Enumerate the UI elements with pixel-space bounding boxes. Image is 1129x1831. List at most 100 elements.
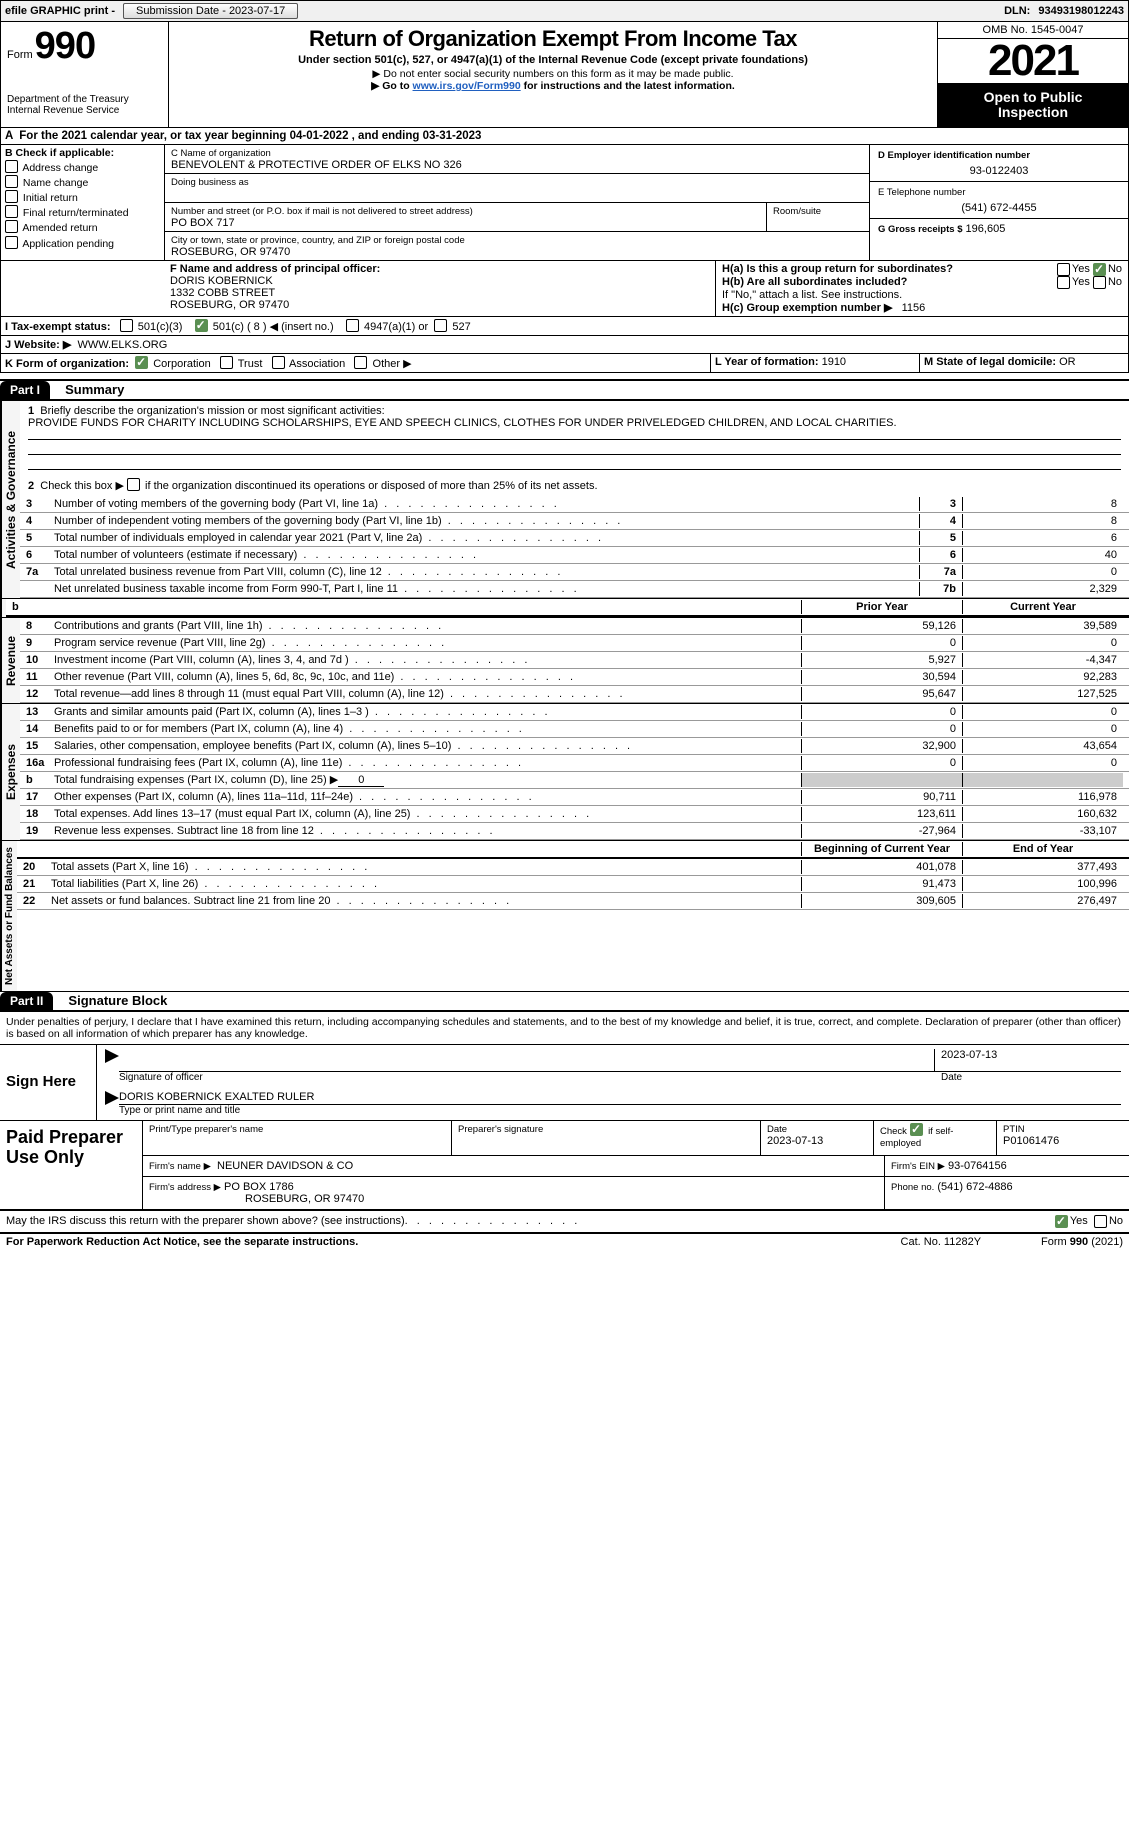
irs-link[interactable]: www.irs.gov/Form990 bbox=[413, 80, 521, 92]
form-sub3-pre: Go to bbox=[382, 80, 412, 92]
check-app-pending[interactable] bbox=[5, 236, 18, 249]
ptin-label: PTIN bbox=[1003, 1124, 1025, 1135]
addr-label: Number and street (or P.O. box if mail i… bbox=[171, 206, 473, 217]
dln-value: 93493198012243 bbox=[1038, 5, 1124, 17]
firm-name: NEUNER DAVIDSON & CO bbox=[217, 1160, 353, 1172]
footer-right: Form 990 (2021) bbox=[1041, 1236, 1123, 1248]
ha-yes[interactable] bbox=[1057, 263, 1070, 276]
sig-officer-label: Signature of officer bbox=[119, 1072, 935, 1083]
block-f-label: F Name and address of principal officer: bbox=[170, 263, 380, 275]
block-b-label: B Check if applicable: bbox=[5, 147, 114, 159]
hdr-end: End of Year bbox=[962, 842, 1123, 856]
prep-date-label: Date bbox=[767, 1124, 787, 1135]
check-initial-return[interactable] bbox=[5, 190, 18, 203]
submission-date-btn[interactable]: Submission Date - 2023-07-17 bbox=[123, 3, 298, 19]
check-address-change[interactable] bbox=[5, 160, 18, 173]
block-m-label: M State of legal domicile: bbox=[924, 356, 1056, 368]
part2-title: Signature Block bbox=[56, 993, 167, 1008]
part1-header: Part I bbox=[0, 381, 50, 399]
tab-rev-spacer bbox=[0, 599, 6, 617]
firm-addr-label: Firm's address ▶ bbox=[149, 1182, 221, 1193]
block-k-label: K Form of organization: bbox=[5, 358, 129, 370]
form-number: 990 bbox=[35, 26, 95, 68]
footer-left: For Paperwork Reduction Act Notice, see … bbox=[6, 1236, 358, 1248]
opt-name-change: Name change bbox=[23, 177, 88, 189]
i-501c[interactable] bbox=[195, 319, 208, 332]
block-i-label: I Tax-exempt status: bbox=[5, 321, 111, 333]
block-l-label: L Year of formation: bbox=[715, 356, 819, 368]
dept-treasury: Department of the Treasury Internal Reve… bbox=[7, 94, 162, 116]
firm-phone: (541) 672-4886 bbox=[937, 1181, 1012, 1193]
check-self-employed[interactable] bbox=[910, 1123, 923, 1136]
sig-arrow-1 bbox=[105, 1049, 119, 1063]
phone-value: (541) 672-4455 bbox=[878, 198, 1120, 214]
org-city: ROSEBURG, OR 97470 bbox=[171, 246, 290, 258]
form-sub3-post: for instructions and the latest informat… bbox=[521, 80, 735, 92]
year-formation: 1910 bbox=[822, 356, 846, 368]
group-exemption: 1156 bbox=[902, 302, 926, 314]
tab-expenses: Expenses bbox=[0, 704, 20, 840]
opt-app-pending: Application pending bbox=[22, 238, 114, 250]
sign-here-label: Sign Here bbox=[0, 1045, 97, 1120]
l1-label: Briefly describe the organization's miss… bbox=[40, 405, 384, 417]
inspect-1: Open to Public bbox=[984, 89, 1083, 105]
l2-text: Check this box ▶ if the organization dis… bbox=[40, 480, 597, 492]
tab-revenue: Revenue bbox=[0, 618, 20, 703]
tax-year: 2021 bbox=[938, 39, 1128, 84]
hdr-curr: Current Year bbox=[962, 600, 1123, 614]
hb-no[interactable] bbox=[1093, 276, 1106, 289]
firm-ein: 93-0764156 bbox=[948, 1160, 1007, 1172]
org-address: PO BOX 717 bbox=[171, 217, 235, 229]
block-d-label: D Employer identification number bbox=[878, 150, 1030, 161]
k-other[interactable] bbox=[354, 356, 367, 369]
i-501c3[interactable] bbox=[120, 319, 133, 332]
discuss-no[interactable] bbox=[1094, 1215, 1107, 1228]
i-4947[interactable] bbox=[346, 319, 359, 332]
block-c-label: C Name of organization bbox=[171, 148, 271, 159]
dln-label: DLN: bbox=[1004, 5, 1030, 17]
h-c-label: H(c) Group exemption number ▶ bbox=[722, 302, 892, 314]
sig-date: 2023-07-13 bbox=[934, 1049, 1121, 1072]
block-j-label: J Website: ▶ bbox=[5, 339, 71, 351]
tab-governance: Activities & Governance bbox=[0, 401, 20, 598]
inspect-2: Inspection bbox=[998, 104, 1068, 120]
opt-address-change: Address change bbox=[22, 162, 98, 174]
hdr-prior: Prior Year bbox=[801, 600, 962, 614]
i-527[interactable] bbox=[434, 319, 447, 332]
city-label: City or town, state or province, country… bbox=[171, 235, 465, 246]
room-label: Room/suite bbox=[773, 206, 821, 217]
org-name: BENEVOLENT & PROTECTIVE ORDER OF ELKS NO… bbox=[171, 159, 462, 171]
k-trust[interactable] bbox=[220, 356, 233, 369]
discuss-yes[interactable] bbox=[1055, 1215, 1068, 1228]
form-label: Form bbox=[7, 49, 33, 61]
efile-label: efile GRAPHIC print - bbox=[5, 5, 115, 17]
form-subtitle-2: Do not enter social security numbers on … bbox=[383, 68, 733, 80]
check-final-return[interactable] bbox=[5, 205, 18, 218]
hdr-beg: Beginning of Current Year bbox=[801, 842, 962, 856]
hb-yes[interactable] bbox=[1057, 276, 1070, 289]
state-domicile: OR bbox=[1059, 356, 1076, 368]
check-amended[interactable] bbox=[5, 220, 18, 233]
sig-arrow-2 bbox=[105, 1091, 119, 1105]
h-b-label: H(b) Are all subordinates included? bbox=[722, 276, 907, 288]
form-title: Return of Organization Exempt From Incom… bbox=[175, 26, 931, 52]
website: WWW.ELKS.ORG bbox=[77, 339, 167, 351]
form-subtitle-1: Under section 501(c), 527, or 4947(a)(1)… bbox=[175, 54, 931, 66]
tab-net: Net Assets or Fund Balances bbox=[0, 841, 17, 991]
print-name-label: Print/Type preparer's name bbox=[149, 1124, 263, 1135]
k-corp[interactable] bbox=[135, 356, 148, 369]
gross-receipts: 196,605 bbox=[966, 223, 1006, 235]
prep-sig-label: Preparer's signature bbox=[458, 1124, 543, 1135]
ptin: P01061476 bbox=[1003, 1135, 1059, 1147]
firm-phone-label: Phone no. bbox=[891, 1182, 934, 1193]
check-name-change[interactable] bbox=[5, 175, 18, 188]
officer-addr2: ROSEBURG, OR 97470 bbox=[170, 299, 289, 311]
h-a-label: H(a) Is this a group return for subordin… bbox=[722, 263, 953, 275]
block-g-label: G Gross receipts $ bbox=[878, 224, 962, 235]
k-assoc[interactable] bbox=[272, 356, 285, 369]
ha-no[interactable] bbox=[1093, 263, 1106, 276]
may-irs-discuss: May the IRS discuss this return with the… bbox=[6, 1215, 405, 1228]
l2-check[interactable] bbox=[127, 478, 140, 491]
paid-preparer-label: Paid Preparer Use Only bbox=[0, 1121, 143, 1209]
ein-value: 93-0122403 bbox=[878, 161, 1120, 177]
